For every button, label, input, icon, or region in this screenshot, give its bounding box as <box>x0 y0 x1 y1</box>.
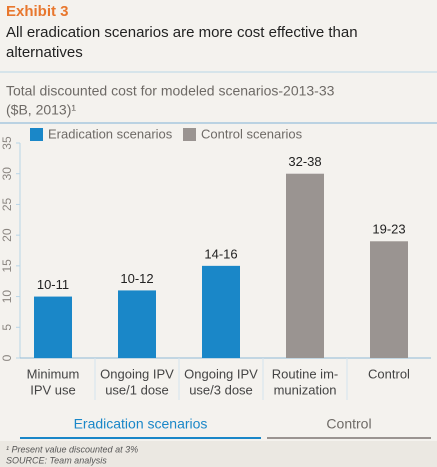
y-tick-label: 10 <box>0 290 14 304</box>
group-label: Control <box>326 416 371 432</box>
exhibit-label: Exhibit 3 <box>6 3 69 20</box>
x-tick-label: use/3 dose <box>189 382 253 397</box>
title-line: alternatives <box>6 44 83 61</box>
footnote: SOURCE: Team analysis <box>6 455 107 465</box>
x-tick-label: Minimum <box>27 366 80 381</box>
value-label: 14-16 <box>204 246 237 261</box>
value-label: 10-12 <box>120 271 153 286</box>
legend-label: Control scenarios <box>201 126 303 141</box>
y-tick-label: 15 <box>0 259 14 273</box>
x-tick-label: Ongoing IPV <box>100 366 174 381</box>
x-tick-label: IPV use <box>30 382 76 397</box>
bar <box>370 241 408 358</box>
x-tick-label: munization <box>274 382 337 397</box>
y-tick-label: 0 <box>0 354 14 361</box>
legend-swatch <box>30 128 43 141</box>
x-tick-label: use/1 dose <box>105 382 169 397</box>
y-tick-label: 30 <box>0 167 14 181</box>
bar <box>202 265 240 358</box>
y-tick-label: 5 <box>0 324 14 331</box>
bar <box>118 290 156 358</box>
value-label: 19-23 <box>372 222 405 237</box>
y-tick-label: 35 <box>0 136 14 150</box>
subtitle-line: Total discounted cost for modeled scenar… <box>6 83 335 99</box>
title-line: All eradication scenarios are more cost … <box>6 24 358 41</box>
y-tick-label: 25 <box>0 197 14 211</box>
bar <box>286 173 324 358</box>
footer-background <box>0 441 437 467</box>
legend-swatch <box>183 128 196 141</box>
subtitle-line: ($B, 2013)¹ <box>6 102 76 118</box>
value-label: 32-38 <box>288 154 321 169</box>
group-label: Eradication scenarios <box>74 416 208 432</box>
y-tick-label: 20 <box>0 228 14 242</box>
x-tick-label: Ongoing IPV <box>184 366 258 381</box>
x-tick-label: Control <box>368 366 410 381</box>
value-label: 10-11 <box>37 277 69 292</box>
legend-label: Eradication scenarios <box>48 126 173 141</box>
bar <box>34 296 72 358</box>
x-tick-label: Routine im- <box>272 366 338 381</box>
footnote: ¹ Present value discounted at 3% <box>6 444 138 454</box>
